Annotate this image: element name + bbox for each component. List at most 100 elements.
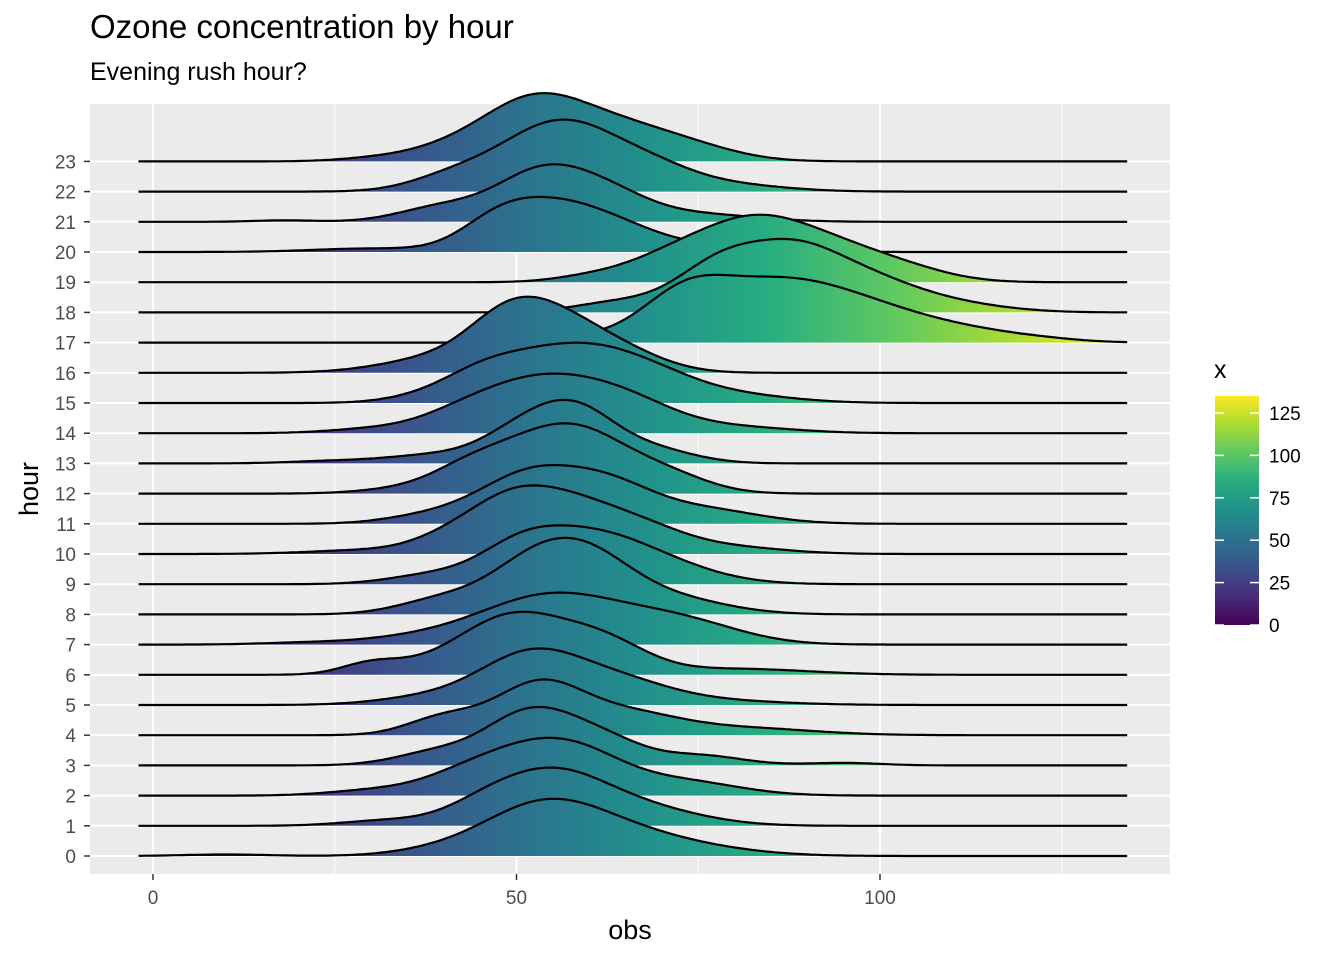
y-tick-label: 20 [55,243,76,264]
legend-tick-label: 0 [1269,616,1280,637]
ridge-fill [138,196,1128,252]
ridge-hour-4 [138,678,1128,737]
ridge-hour-1 [138,766,1128,827]
ridge-line [138,118,1128,193]
legend-tick-label: 125 [1269,404,1301,425]
ridge-hour-11 [138,464,1128,525]
ridge-line [138,705,1128,767]
ridge-line [138,736,1128,797]
ridge-line [138,766,1128,827]
ridge-fill [138,238,1128,313]
y-tick-label: 1 [65,817,76,838]
ridge-line [138,591,1128,646]
ridge-hour-3 [138,705,1128,767]
y-tick-label: 0 [65,847,76,868]
y-tick-label: 12 [55,485,76,506]
y-tick-label: 15 [55,394,76,415]
ridge-fill [138,164,1128,222]
ridge-line [138,195,1128,254]
legend-tick-label: 100 [1269,446,1301,467]
y-tick-label: 22 [55,183,76,204]
x-tick-label: 0 [148,888,159,909]
ridge-line [138,464,1128,525]
ridge-line [138,484,1128,556]
ridge-line [138,213,1128,284]
x-tick-label: 100 [864,888,896,909]
y-tick-label: 23 [55,152,76,173]
ridge-hour-22 [138,118,1128,193]
ridge-line [138,524,1128,586]
y-tick-label: 3 [65,756,76,777]
ridge-line [138,647,1128,707]
ridge-hour-10 [138,484,1128,556]
ridge-hour-19 [138,213,1128,284]
legend-tick-label: 75 [1269,489,1290,510]
y-tick-label: 2 [65,787,76,808]
ridge-hour-17 [138,273,1128,344]
y-tick-label: 19 [55,273,76,294]
y-tick-label: 18 [55,303,76,324]
ridge-line [138,678,1128,737]
ridge-hour-6 [138,610,1128,676]
y-tick-label: 13 [55,454,76,475]
y-tick-label: 11 [56,515,76,536]
ridge-hour-12 [138,422,1128,495]
ridge-hour-18 [138,237,1128,314]
ridge-fill [138,798,1128,856]
ridge-line [138,398,1128,465]
ridge-fill [138,274,1128,343]
ridge-fill [138,342,1128,403]
ridge-hour-9 [138,524,1128,586]
y-tick-label: 10 [55,545,76,566]
ridge-fill [138,767,1128,826]
ridge-fill [138,707,1128,766]
ridge-hour-21 [138,163,1128,223]
ridge-line [138,372,1128,435]
ridge-line [138,797,1128,858]
ridge-hour-23 [138,92,1128,163]
ridges [138,92,1128,858]
color-legend: x 0 25 50 75 100 125 [1214,356,1301,637]
ridge-hour-5 [138,647,1128,707]
ridge-fill [138,485,1128,554]
ridge-line [138,341,1128,405]
y-tick-label: 17 [55,334,76,355]
x-tick-label: 50 [506,888,527,909]
ridge-hour-0 [138,797,1128,858]
ridge-fill [138,119,1128,192]
ridge-fill [138,373,1128,434]
legend-tick-label: 25 [1269,574,1290,595]
ridge-line [138,92,1128,163]
y-tick-label: 5 [65,696,76,717]
ridge-fill [138,525,1128,585]
y-tick-label: 14 [55,424,77,445]
y-tick-label: 7 [65,636,76,657]
y-axis-label: hour [14,462,44,516]
ridge-line [138,536,1128,616]
chart-title: Ozone concentration by hour [90,8,514,45]
ridge-line [138,273,1128,344]
ridge-line [138,163,1128,223]
y-tick-label: 4 [65,726,76,747]
y-tick-label: 21 [55,213,76,234]
y-tick-label: 9 [65,575,76,596]
ridge-fill [138,465,1128,524]
legend-title: x [1214,356,1227,384]
y-tick-label: 16 [55,364,76,385]
ridge-fill [138,214,1128,283]
chart-subtitle: Evening rush hour? [90,58,307,86]
ridge-fill [138,592,1128,645]
ridge-hour-20 [138,195,1128,254]
x-axis-label: obs [608,915,652,945]
legend-colorbar [1215,396,1259,625]
ridge-line [138,237,1128,314]
ridge-fill [138,679,1128,736]
ridge-line [138,295,1128,374]
ridge-line [138,610,1128,676]
ridge-fill [138,93,1128,162]
ridge-fill [138,423,1128,494]
ridge-fill [138,537,1128,615]
ridge-hour-2 [138,736,1128,797]
